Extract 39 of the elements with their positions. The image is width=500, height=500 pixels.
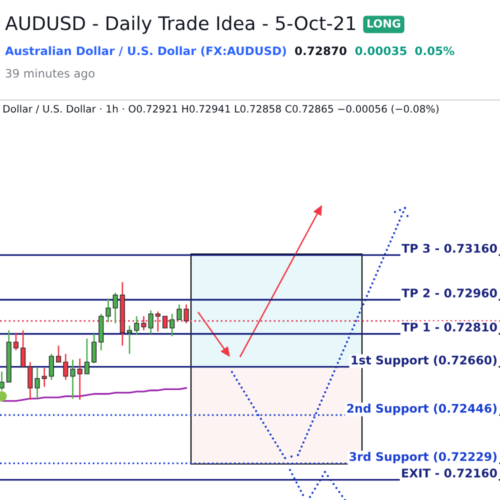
candlestick [56, 344, 62, 363]
ref-line-label: 1st Support (0.72660) [352, 355, 496, 367]
text: 0.72870 [295, 46, 346, 56]
ref-line-label: TP 3 - 0.73160 [402, 244, 497, 253]
candlestick [13, 332, 19, 352]
candlestick [106, 298, 111, 323]
candlestick [141, 316, 146, 332]
candlestick [112, 292, 118, 324]
candlestick [170, 313, 175, 337]
text: Dollar / U.S. Dollar · 1h · O0.72921 H0.72941 L0.72858 C0.72865 −0.00056 (−0.08%) [3, 104, 438, 114]
candlestick [155, 310, 160, 332]
text: 39 minutes ago [6, 68, 94, 80]
text: 0.05% [415, 46, 454, 56]
candlestick [176, 304, 182, 320]
candlestick [0, 370, 4, 392]
candlestick [184, 304, 189, 324]
chart-title: AUDUSD - Daily Trade Idea - 5-Oct-21 [5, 16, 356, 34]
candlestick [77, 358, 82, 400]
candlestick [91, 333, 97, 364]
candlestick [42, 367, 47, 388]
candlestick [28, 361, 33, 400]
candlestick [70, 359, 76, 400]
text: LONG [368, 19, 400, 28]
text: 0.00035 [355, 46, 406, 56]
candlestick [34, 367, 40, 400]
candlestick [20, 330, 26, 368]
candlestick [126, 324, 132, 355]
ref-line-label: EXIT - 0.72160 [402, 468, 497, 478]
candlestick [162, 316, 168, 328]
candlestick [48, 353, 54, 380]
ref-line-label: 3rd Support (0.72229) [350, 452, 496, 464]
ref-line-label: 2nd Support (0.72446) [347, 404, 496, 416]
ref-line-label: TP 1 - 0.72810 [402, 322, 497, 332]
ref-line-label: TP 2 - 0.72960 [402, 288, 497, 298]
chart-subtitle: Australian Dollar / U.S. Dollar (FX:AUDUSD) [5, 46, 286, 57]
candlestick [63, 353, 68, 380]
candlestick [134, 316, 140, 336]
candlestick [84, 338, 90, 375]
candlestick [148, 310, 154, 335]
